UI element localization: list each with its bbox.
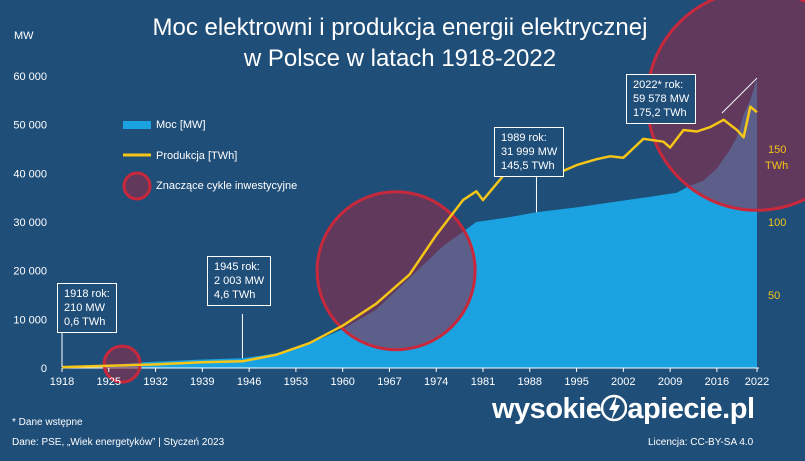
left-axis-tick-label: 20 000 [13, 266, 47, 278]
x-axis-tick-label: 1925 [97, 376, 121, 388]
x-axis-tick-label: 1981 [471, 376, 495, 388]
legend-production-label: Produkcja [TWh] [156, 150, 238, 162]
brand-logo: wysokie apiecie.pl [492, 392, 755, 426]
x-axis-tick-label: 1967 [377, 376, 401, 388]
left-axis-tick-label: 30 000 [13, 217, 47, 229]
left-axis-tick-label: 40 000 [13, 168, 47, 180]
callout-1918-line: 210 MW [64, 302, 105, 314]
callout-2022-line: 175,2 TWh [633, 107, 687, 119]
left-axis-tick-label: 50 000 [13, 120, 47, 132]
lightning-bolt-icon [601, 394, 628, 422]
right-axis-tick-label: 150 [768, 144, 786, 156]
x-axis-tick-label: 1960 [330, 376, 354, 388]
right-axis-tick-label: 100 [768, 217, 786, 229]
x-axis-tick-label: 2002 [611, 376, 635, 388]
left-axis-tick-label: 0 [41, 363, 47, 375]
title-line-2: w Polsce w latach 1918-2022 [243, 45, 557, 72]
callout-1918: 1918 rok: 210 MW 0,6 TWh [57, 283, 117, 333]
left-axis-tick-label: 10 000 [13, 314, 47, 326]
right-axis-unit: TWh [765, 160, 789, 172]
callout-1918-line: 1918 rok: [64, 288, 110, 300]
logo-text-left: wysokie [492, 393, 602, 425]
x-axis-tick-label: 1932 [143, 376, 167, 388]
callout-1918-line: 0,6 TWh [64, 316, 106, 328]
left-axis-unit: MW [14, 30, 34, 42]
x-axis-tick-label: 1918 [50, 376, 74, 388]
x-axis-tick-label: 1995 [564, 376, 588, 388]
callout-1989: 1989 rok: 31 999 MW 145,5 TWh [494, 127, 565, 177]
callout-2022: 2022* rok: 59 578 MW 175,2 TWh [626, 74, 697, 124]
callout-1989-line: 1989 rok: [501, 132, 547, 144]
callout-1945: 1945 rok: 2 003 MW 4,6 TWh [207, 256, 272, 306]
x-axis-tick-label: 1939 [190, 376, 214, 388]
callout-1945-line: 2 003 MW [214, 275, 265, 287]
legend-cycles-swatch [122, 171, 152, 201]
callout-2022-line: 2022* rok: [633, 79, 684, 91]
logo-text-right: apiecie.pl [627, 393, 755, 425]
x-axis-tick-label: 2022 [745, 376, 769, 388]
callout-1989-line: 31 999 MW [501, 146, 558, 158]
x-axis-tick-label: 1988 [518, 376, 542, 388]
source-note: Dane: PSE, „Wiek energetyków” | Styczeń … [12, 437, 225, 448]
title-line-1: Moc elektrowni i produkcja energii elekt… [152, 14, 648, 41]
callout-1989-line: 145,5 TWh [501, 160, 555, 172]
x-axis-tick-label: 2016 [705, 376, 729, 388]
x-axis-tick-label: 1974 [424, 376, 448, 388]
chart-title: Moc elektrowni i produkcja energii elekt… [100, 12, 700, 74]
footnote: * Dane wstępne [12, 417, 83, 428]
license-note: Licencja: CC-BY-SA 4.0 [648, 437, 754, 448]
legend-capacity-swatch [123, 121, 151, 129]
callout-leader-line [721, 77, 758, 114]
capacity-area [62, 78, 757, 368]
left-axis-tick-label: 60 000 [13, 71, 47, 83]
callout-1945-line: 4,6 TWh [214, 289, 256, 301]
x-axis-tick-label: 2009 [658, 376, 682, 388]
callout-1945-line: 1945 rok: [214, 261, 260, 273]
legend-capacity-label: Moc [MW] [156, 119, 206, 131]
investment-cycle-circle [315, 190, 477, 352]
x-axis-tick-label: 1953 [284, 376, 308, 388]
x-axis-tick-label: 1946 [237, 376, 261, 388]
legend-cycles-label: Znaczące cykle inwestycyjne [156, 180, 298, 192]
callout-2022-line: 59 578 MW [633, 93, 690, 105]
right-axis-tick-label: 50 [768, 290, 780, 302]
